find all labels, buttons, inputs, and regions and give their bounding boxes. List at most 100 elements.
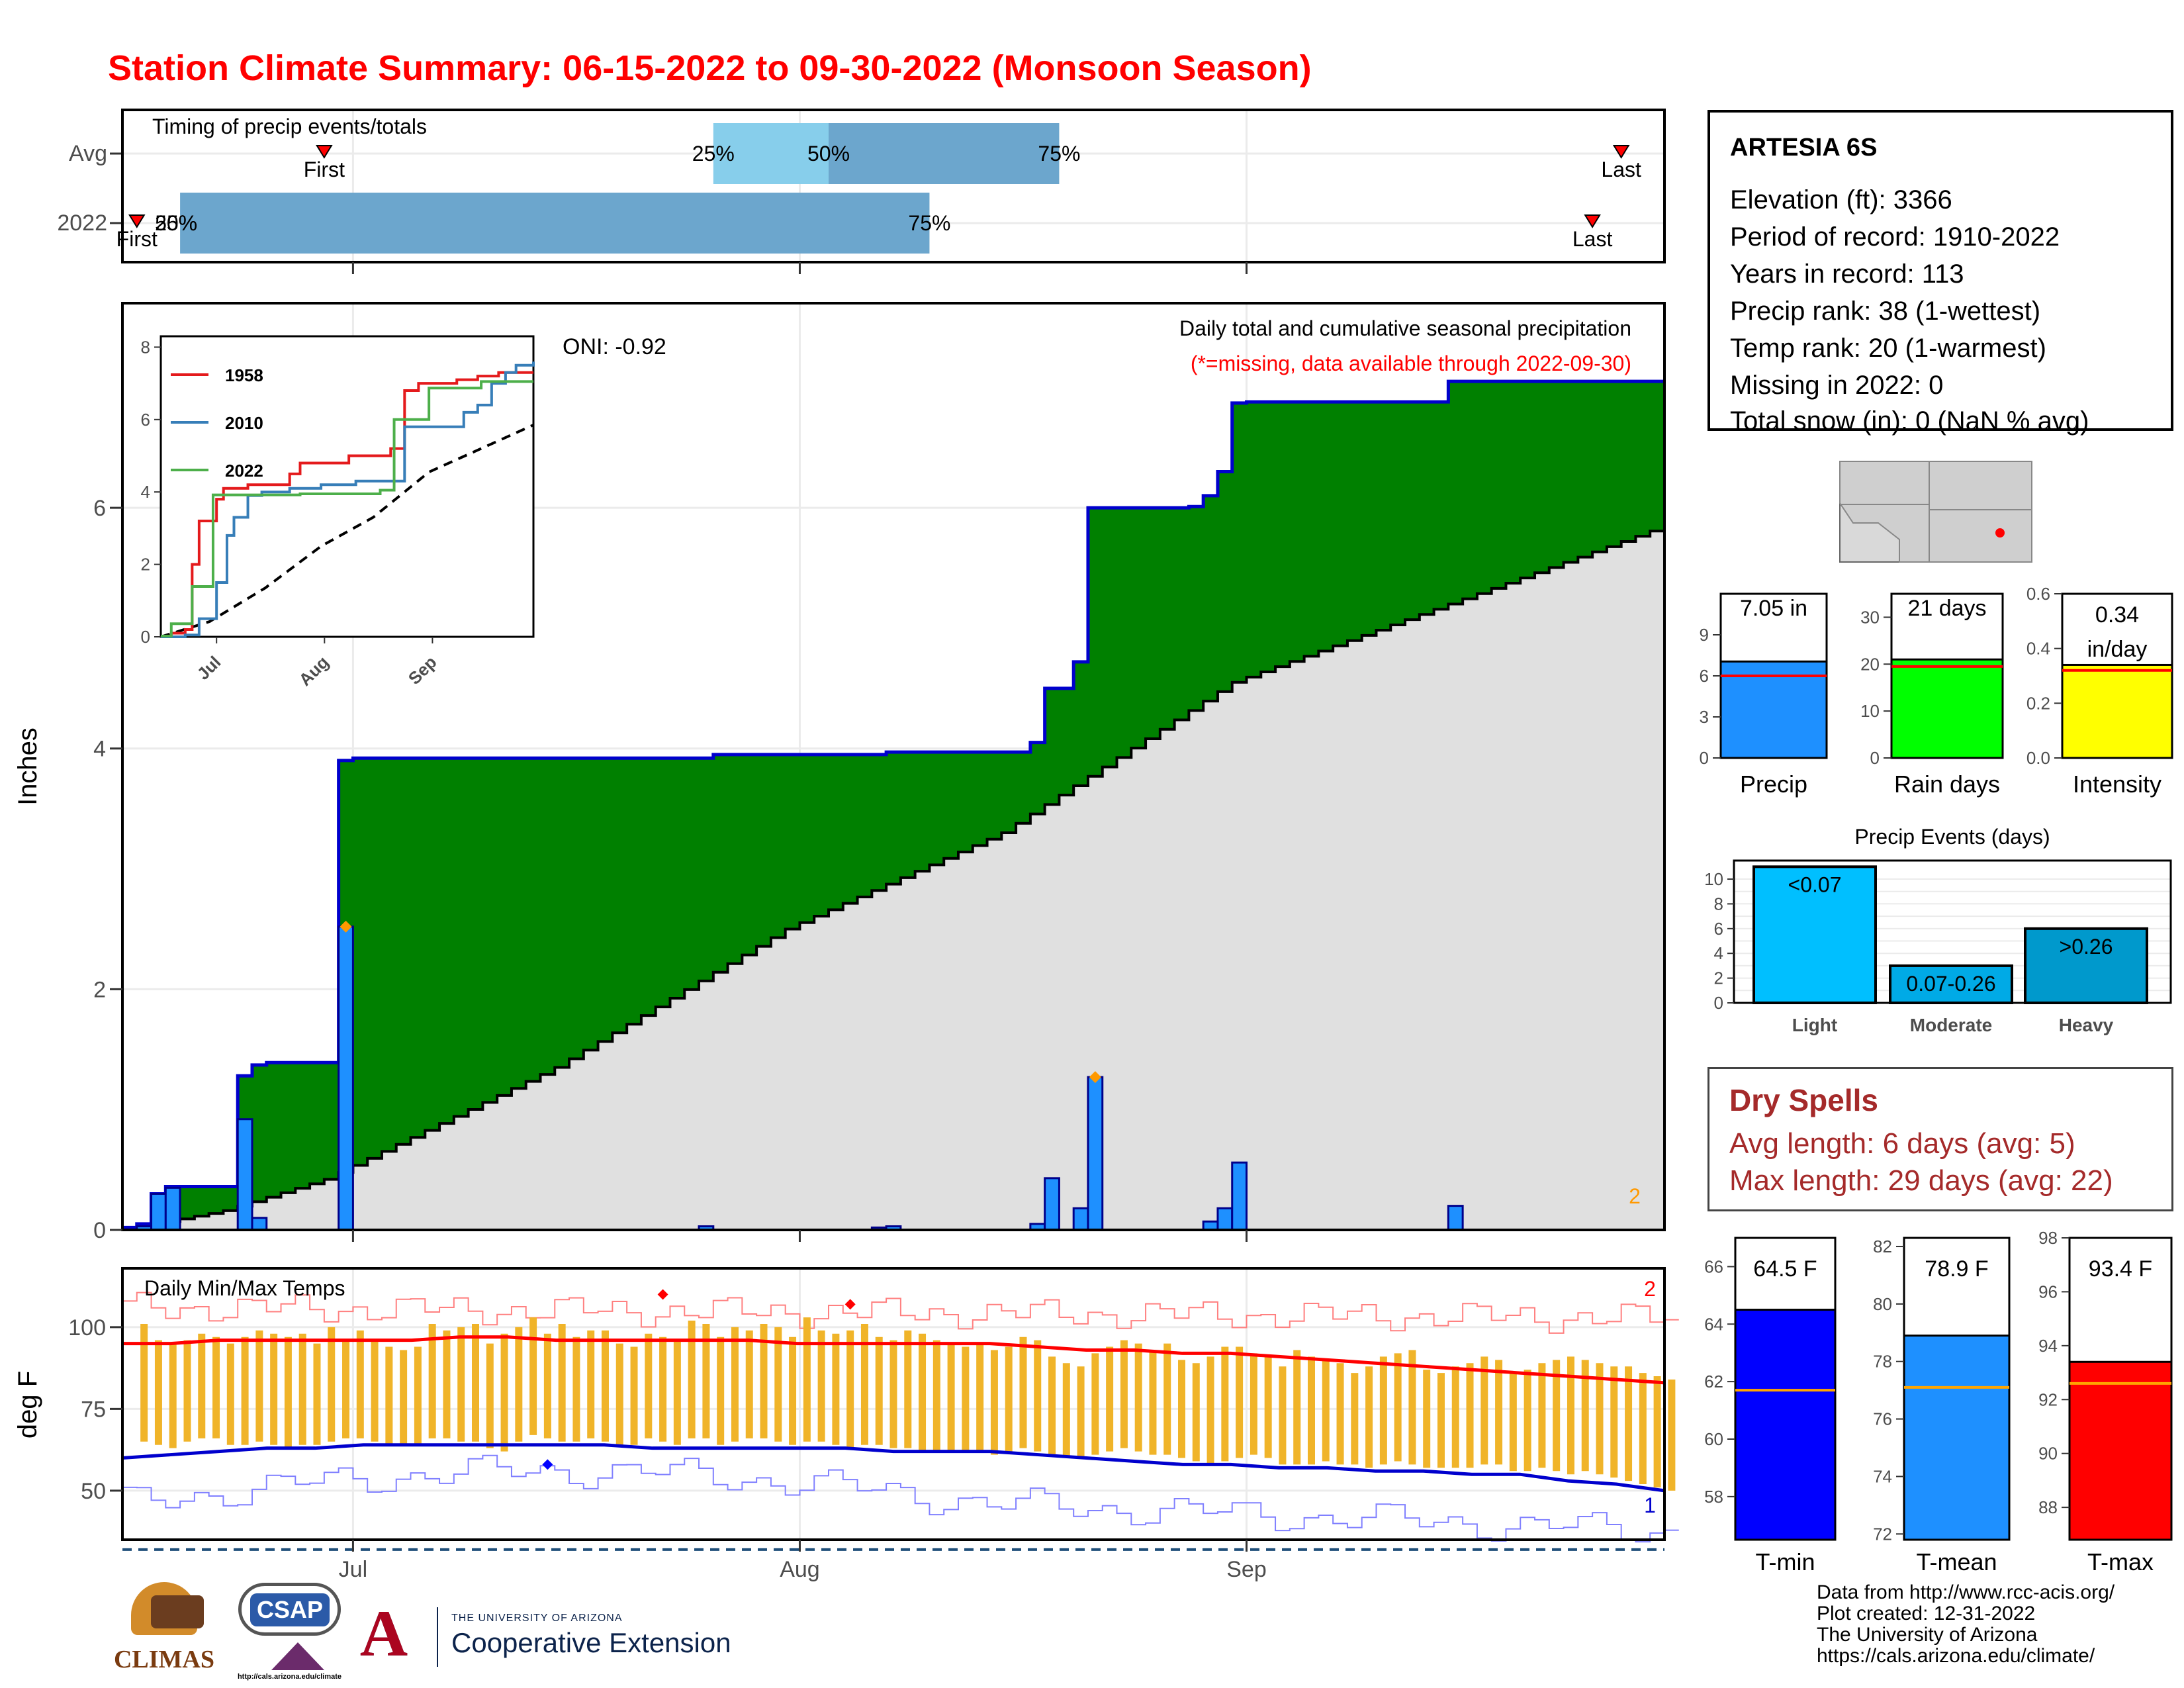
timing-avg-last-label: Last: [1601, 158, 1641, 181]
events-y-tick-label: 0: [1714, 993, 1723, 1013]
temp-y-tick-label: 50: [81, 1479, 106, 1504]
temp-y-tick-label: 75: [81, 1397, 106, 1422]
temp-mini-value-label: 93.4 F: [2089, 1256, 2152, 1282]
mini-x-label: Rain days: [1894, 771, 2000, 798]
temp-mini-y-tick-label: 60: [1704, 1429, 1723, 1449]
inset-series-1958: [161, 371, 533, 638]
station-missing: Missing in 2022: 0: [1730, 371, 1944, 400]
daily-precip-bar: [1044, 1177, 1060, 1231]
events-bar-label: >0.26: [2060, 935, 2113, 959]
timing-2022-p75-label: 75%: [908, 211, 950, 235]
station-period: Period of record: 1910-2022: [1730, 222, 2060, 252]
temp-mini-x-label: T-mean: [1916, 1548, 1997, 1575]
inset-y-tick-label: 0: [141, 627, 150, 647]
temp-mark-bottom: 1: [1644, 1493, 1656, 1517]
temp-mini-y-tick-label: 82: [1873, 1237, 1892, 1256]
mini-y-tick-label: 20: [1860, 654, 1880, 674]
temp-mini-y-tick-label: 88: [2038, 1497, 2058, 1517]
credit-university: The University of Arizona: [1817, 1624, 2038, 1646]
inset-series-2010: [161, 361, 535, 638]
ua-a-logo: A: [359, 1597, 408, 1670]
page-title: Station Climate Summary: 06-15-2022 to 0…: [108, 48, 1312, 88]
temp-mini-y-tick-label: 90: [2038, 1444, 2058, 1464]
cumulative-average-area: [122, 526, 1664, 1230]
mini-y-tick-label: 0.0: [2026, 748, 2050, 768]
temp-mini-y-tick-label: 94: [2038, 1336, 2058, 1356]
events-y-tick-label: 6: [1714, 919, 1723, 939]
timing-2022-p25-label: 25%: [155, 211, 197, 235]
cumulative-average-line: [122, 526, 1666, 1231]
inset-series-2022: [161, 380, 533, 637]
temp-mini-y-tick-label: 78: [1873, 1352, 1892, 1372]
mini-y-tick-label: 0.6: [2026, 584, 2050, 604]
daily-precip-bar: [1087, 1076, 1104, 1231]
dry-spells-max: Max length: 29 days (avg: 22): [1729, 1164, 2113, 1197]
inset-y-tick-label: 4: [141, 482, 150, 502]
timing-avg-lower-bar: [713, 123, 829, 184]
temp-mini-y-tick-label: 64: [1704, 1314, 1723, 1334]
timing-avg-upper-bar: [829, 123, 1060, 184]
record-high-marker: [657, 1289, 668, 1300]
precip-legend-title: Daily total and cumulative seasonal prec…: [1179, 316, 1631, 340]
timing-2022-last-marker: [1584, 214, 1601, 228]
climas-logo: CLIMAS: [111, 1582, 217, 1681]
events-y-tick-label: 2: [1714, 968, 1723, 988]
station-years: Years in record: 113: [1730, 259, 1964, 289]
timing-title: Timing of precip events/totals: [152, 115, 427, 138]
daily-precip-bar: [338, 925, 354, 1231]
dry-spells-title: Dry Spells: [1729, 1083, 1878, 1117]
temp-mini-y-tick-label: 62: [1704, 1372, 1723, 1391]
temp-mini-bar-T-max: [2068, 1360, 2173, 1541]
daily-precip-bar: [1447, 1205, 1464, 1231]
inset-panel: [159, 335, 535, 638]
ua-name: THE UNIVERSITY OF ARIZONA: [451, 1613, 623, 1624]
precip-y-tick-label: 4: [93, 737, 106, 762]
temp-mark-top: 2: [1644, 1277, 1656, 1301]
record-precip-marker: [1089, 1071, 1101, 1084]
temp-mini-y-tick-label: 96: [2038, 1282, 2058, 1301]
timing-2022-bar: [180, 193, 930, 254]
precip-missing-note: (*=missing, data available through 2022-…: [1191, 352, 1631, 375]
timing-avg-last-marker: [1612, 145, 1630, 159]
csap-logo: CSAP http://cals.arizona.edu/climate: [232, 1579, 347, 1685]
timing-panel-border: [121, 109, 1666, 263]
avg-tmax-line: [122, 1335, 1665, 1385]
station-elevation: Elevation (ft): 3366: [1730, 185, 1952, 214]
events-x-label: Heavy: [2059, 1015, 2114, 1035]
temp-mini-value-label: 78.9 F: [1925, 1256, 1988, 1282]
record-low-marker: [542, 1459, 553, 1470]
credit-plot-created: Plot created: 12-31-2022: [1817, 1603, 2036, 1624]
record-high-marker: [844, 1299, 856, 1310]
timing-avg-p50-label: 50%: [807, 142, 850, 165]
ua-divider: [437, 1607, 438, 1667]
temp-x-tick-label: Aug: [780, 1557, 820, 1582]
mini-y-tick-label: 30: [1860, 607, 1880, 627]
climas-logo-text: CLIMAS: [113, 1646, 215, 1673]
station-location-dot: [1995, 528, 2005, 538]
mini-bar-Rain days: [1890, 658, 2004, 759]
record-low-line: [122, 1454, 1679, 1543]
dry-spells-avg: Avg length: 6 days (avg: 5): [1729, 1127, 2075, 1160]
daily-precip-bar: [1072, 1207, 1089, 1231]
temp-mini-y-tick-label: 72: [1873, 1524, 1892, 1544]
timing-avg-first-label: First: [304, 158, 345, 181]
mini-y-tick-label: 9: [1700, 625, 1709, 645]
mini-y-tick-label: 10: [1860, 701, 1880, 721]
precip-corner-mark: 2: [1629, 1184, 1641, 1208]
temp-panel-title: Daily Min/Max Temps: [144, 1276, 345, 1300]
mini-y-tick-label: 3: [1700, 707, 1709, 727]
mini-value-unit: in/day: [2087, 637, 2148, 662]
timing-avg-p75-label: 75%: [1038, 142, 1080, 165]
temp-mini-x-label: T-max: [2087, 1548, 2154, 1575]
precip-y-tick-label: 6: [93, 496, 106, 521]
credits: Data from http://www.rcc-acis.org/ Plot …: [1817, 1582, 2115, 1667]
temp-mini-y-tick-label: 98: [2038, 1228, 2058, 1248]
mini-bar-Precip: [1719, 660, 1828, 759]
timing-2022-p50-label: 50%: [155, 211, 197, 235]
temp-mini-y-tick-label: 92: [2038, 1389, 2058, 1409]
daily-precip-bar: [164, 1186, 181, 1231]
mini-y-tick-label: 0.2: [2026, 693, 2050, 713]
events-y-tick-label: 10: [1704, 869, 1723, 889]
credit-url: https://cals.arizona.edu/climate/: [1817, 1645, 2095, 1667]
